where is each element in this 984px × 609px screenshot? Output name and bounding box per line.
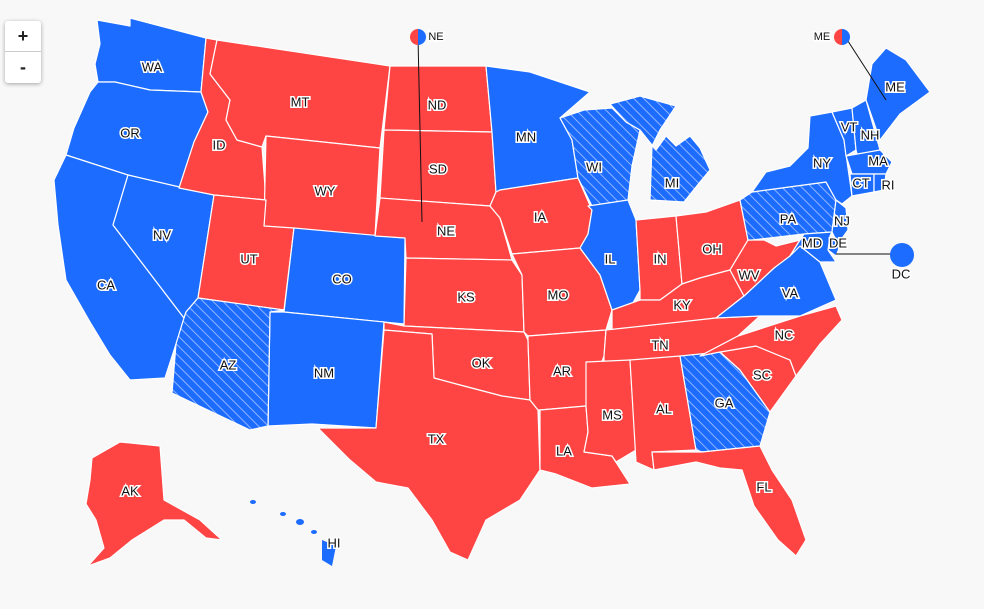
label-ca: CA (97, 277, 115, 292)
label-tn: TN (651, 337, 668, 352)
state-nj[interactable] (831, 199, 849, 245)
ne-leader-line (417, 36, 423, 223)
label-nh: NH (861, 127, 880, 142)
label-hi: HI (328, 535, 341, 550)
label-ny: NY (813, 155, 831, 170)
state-fl[interactable] (651, 445, 807, 557)
state-nc[interactable] (699, 305, 843, 377)
label-sc: SC (753, 367, 771, 382)
label-co: CO (332, 271, 352, 286)
label-id: ID (213, 137, 226, 152)
label-al: AL (656, 401, 672, 416)
state-vt[interactable] (831, 107, 857, 157)
label-ne: NE (437, 223, 455, 238)
label-ut: UT (240, 251, 257, 266)
label-wy: WY (315, 183, 336, 198)
label-va: VA (782, 285, 799, 300)
label-ms: MS (602, 407, 622, 422)
label-vt: VT (841, 119, 858, 134)
label-or: OR (120, 125, 140, 140)
state-wa[interactable] (94, 17, 207, 93)
label-nc: NC (775, 327, 794, 342)
state-az[interactable] (171, 297, 285, 431)
label-de: DE (829, 235, 847, 250)
label-wi: WI (586, 159, 602, 174)
label-ar: AR (553, 363, 571, 378)
zoom-out-button[interactable]: - (20, 57, 26, 77)
state-ma[interactable] (845, 149, 893, 175)
label-ok: OK (472, 355, 491, 370)
label-in: IN (654, 251, 667, 266)
label-ks: KS (457, 289, 475, 304)
label-ga: GA (715, 395, 734, 410)
state-ak[interactable] (85, 441, 223, 567)
state-wi[interactable] (559, 107, 641, 207)
dc-marker[interactable] (890, 243, 914, 267)
label-ma: MA (868, 153, 888, 168)
label-il: IL (605, 251, 616, 266)
label-mi: MI (665, 175, 679, 190)
label-mo: MO (548, 287, 569, 302)
state-tx[interactable] (317, 329, 541, 561)
state-mt[interactable] (209, 39, 391, 149)
state-md[interactable] (789, 231, 837, 263)
label-ia: IA (534, 209, 547, 224)
label-az: AZ (220, 357, 237, 372)
label-ne-split: NE (428, 31, 443, 43)
label-ky: KY (673, 297, 691, 312)
label-oh: OH (702, 241, 722, 256)
me-leader-line (845, 37, 887, 101)
label-me: ME (885, 79, 905, 94)
state-me[interactable] (865, 47, 931, 141)
label-nv: NV (153, 227, 171, 242)
label-la: LA (556, 443, 572, 458)
label-ct: CT (852, 175, 869, 190)
state-ri[interactable] (873, 173, 887, 193)
label-wa: WA (142, 59, 163, 74)
label-pa: PA (780, 211, 797, 226)
label-nj: NJ (834, 213, 850, 228)
label-mt: MT (291, 94, 310, 109)
label-nd: ND (428, 97, 447, 112)
label-mn: MN (516, 129, 536, 144)
label-sd: SD (429, 161, 447, 176)
label-md: MD (802, 235, 822, 250)
ne-split-marker[interactable] (410, 29, 426, 45)
label-fl: FL (756, 479, 771, 494)
label-dc: DC (892, 266, 911, 281)
label-me-split: ME (814, 31, 831, 43)
state-hi[interactable] (250, 500, 336, 566)
label-nm: NM (314, 365, 334, 380)
label-ri: RI (882, 177, 895, 192)
zoom-in-button[interactable]: + (5, 21, 41, 52)
label-ak: AK (121, 483, 139, 498)
label-wv: WV (739, 267, 760, 282)
state-mi[interactable] (609, 95, 711, 203)
label-tx: TX (428, 431, 445, 446)
zoom-control: + - (5, 21, 41, 83)
me-split-marker[interactable] (834, 29, 850, 45)
